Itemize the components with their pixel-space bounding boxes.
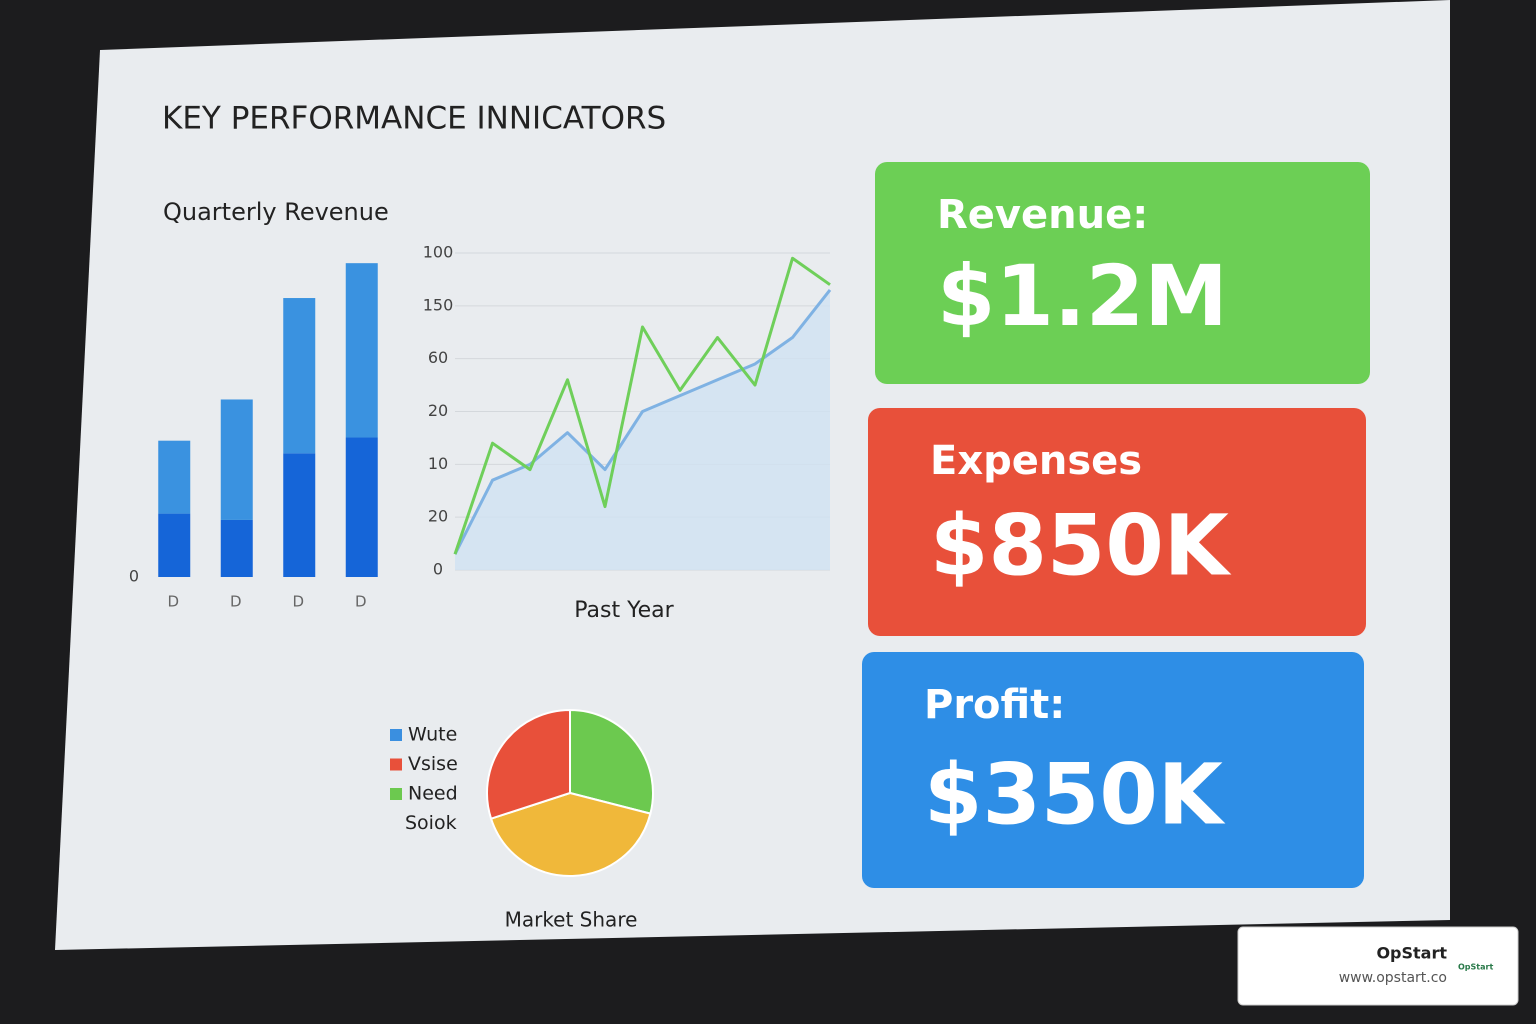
y-tick-label: 60 [428,348,448,367]
x-tick-label: D [355,593,367,611]
bar-segment [283,453,316,577]
bar-segment [158,440,191,514]
legend-swatch [390,729,402,741]
bar-segment [220,519,253,577]
x-tick-label: D [230,593,242,611]
area [455,289,830,570]
bar-segment [345,437,378,577]
legend-label: Soiok [405,812,457,834]
y-tick-label: 20 [428,401,448,420]
x-tick-label: D [167,593,179,611]
y-tick-label: 20 [428,507,448,526]
chart-title: Market Share [505,908,638,932]
pie-slice [486,708,571,820]
chart-title: Quarterly Revenue [163,198,389,226]
pie-slice [569,708,654,815]
kpi-card [868,408,1366,636]
kpi-cards: Revenue: $1.2M Expenses $850K Profit: $350K [862,162,1370,888]
bar-segment [345,263,378,438]
y-tick-label: 0 [433,560,443,579]
legend-swatch [390,758,402,771]
y-tick-label: 100 [423,243,454,262]
x-axis-label: Past Year [574,598,674,623]
x-tick-label: D [292,593,304,611]
legend-label: Vsise [408,753,458,775]
badge [1237,926,1519,1006]
legend-swatch [390,788,402,800]
kpi-value: $350K [924,746,1226,844]
bar-segment [283,298,316,454]
page-title: KEY PERFORMANCE INNICATORS [162,101,666,137]
legend-label: Wute [408,724,457,746]
badge-logo: OpStart [1458,963,1493,972]
kpi-value: $1.2M [937,247,1228,345]
legend-label: Need [408,783,458,805]
kpi-label: Expenses [930,438,1142,484]
kpi-label: Revenue: [937,192,1148,238]
y-tick-label: 150 [423,295,454,314]
badge-url: www.opstart.co [1339,970,1447,986]
pie-slice [489,791,652,877]
y-tick-label: 0 [129,567,139,586]
kpi-card [862,652,1364,888]
line [453,289,832,555]
line [453,256,831,555]
kpi-label: Profit: [924,682,1065,728]
kpi-value: $850K [930,497,1232,595]
y-tick-label: 10 [428,454,448,473]
kpi-card [875,162,1370,384]
bar-segment [158,513,191,577]
bar-segment [220,399,253,520]
badge-name: OpStart [1376,944,1447,963]
